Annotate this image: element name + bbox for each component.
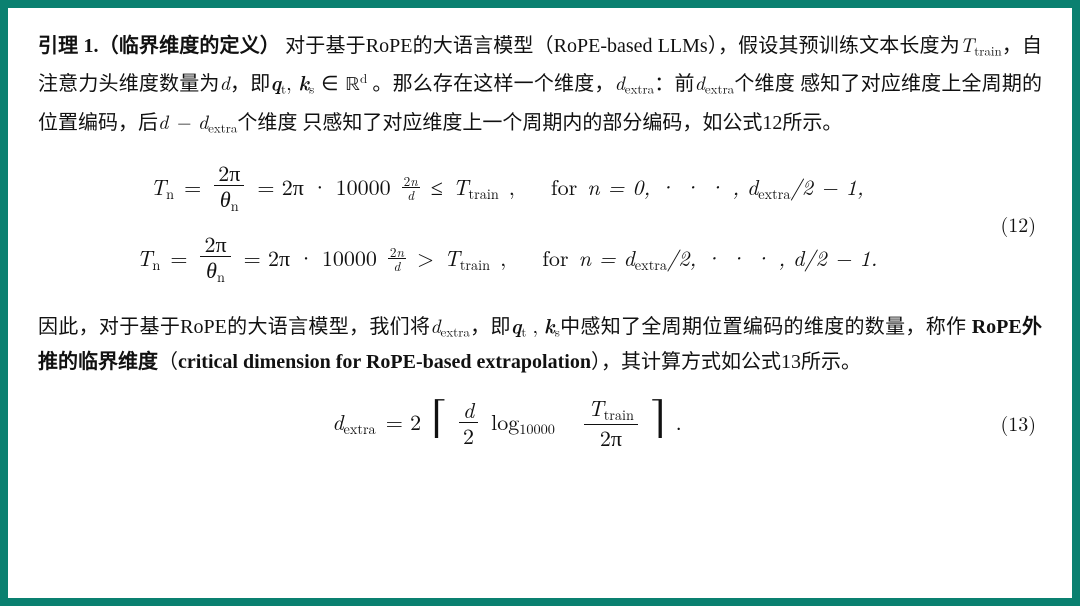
d-minus-dextra: d − dextra (158, 106, 237, 135)
equation-13-line: dextra = 2 ⌈ d 2 log10000 Ttrain 2π ⌉ . (38, 396, 976, 449)
text: ：前 (654, 73, 695, 95)
text: 因此，对于基于RoPE的大语言模型，我们将 (38, 316, 430, 338)
d-extra: dextra (615, 67, 655, 96)
term-en: critical dimension for RoPE-based extrap… (178, 351, 591, 373)
text: 个维度 只感知了对应维度上一个周期内的部分编码，如公式12所示。 (237, 112, 842, 134)
equation-12-line-1: Tn = 2π θn = 2π · 100002nd ≤ Ttrain , fo… (150, 161, 863, 214)
lemma-head: 引理 1.（临界维度的定义） (38, 35, 280, 57)
equation-12: Tn = 2π θn = 2π · 100002nd ≤ Ttrain , fo… (38, 161, 1042, 285)
lemma-paragraph-2: 因此，对于基于RoPE的大语言模型，我们将dextra，即qt,ks中感知了全周… (38, 307, 1042, 380)
equation-12-line-2: Tn = 2π θn = 2π · 100002nd > Ttrain , fo… (137, 232, 878, 285)
qk: qt,ks (511, 310, 560, 339)
qk-in-Rd: qt, ks ∈ ℝd (270, 67, 367, 96)
text: ，即 (230, 73, 271, 95)
equation-13: dextra = 2 ⌈ d 2 log10000 Ttrain 2π ⌉ . … (38, 396, 1042, 449)
equation-12-lines: Tn = 2π θn = 2π · 100002nd ≤ Ttrain , fo… (38, 161, 976, 285)
lemma-card: 引理 1.（临界维度的定义） 对于基于RoPE的大语言模型（RoPE-based… (8, 8, 1072, 598)
T-train: Ttrain (960, 29, 1002, 58)
equation-13-number: (13) (976, 405, 1042, 440)
text: ，即 (470, 316, 511, 338)
lemma-paragraph-1: 引理 1.（临界维度的定义） 对于基于RoPE的大语言模型（RoPE-based… (38, 26, 1042, 141)
paren-right: ） (591, 351, 601, 373)
text: 对于基于RoPE的大语言模型（RoPE-based LLMs），假设其预训练文本… (285, 35, 960, 57)
text: 。那么存在这样一个维度， (367, 73, 614, 95)
d-extra: dextra (695, 67, 735, 96)
paren-left: （ (158, 351, 178, 373)
d: d (220, 67, 230, 96)
text: 中感知了全周期位置编码的维度的数量，称作 (560, 316, 972, 338)
d-extra: dextra (430, 310, 470, 339)
equation-12-number: (12) (976, 206, 1042, 241)
text: ，其计算方式如公式13所示。 (601, 351, 861, 373)
